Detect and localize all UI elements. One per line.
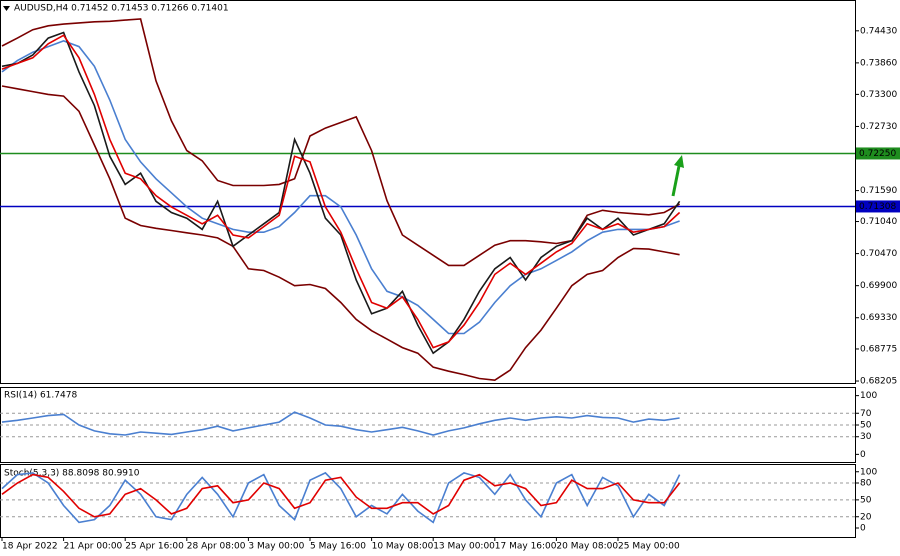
y-tick-label: 0 [860,524,866,534]
x-tick-label: 5 May 16:00 [310,542,366,552]
y-tick-label: 0.72730 [860,122,897,132]
y-tick-label: 50 [860,421,872,431]
x-tick-label: 3 May 00:00 [248,542,304,552]
plot-layers: 18 Apr 2022 21 Apr 00:00 25 Apr 16:00 28 Ap… [0,18,900,552]
y-tick-label: 80 [860,479,872,489]
up-arrow-head [674,155,684,168]
y-tick-label: 100 [860,391,877,401]
x-tick-label: 17 May 16:00 [495,542,557,552]
h-line-label-bg [856,200,900,213]
series-line [1,34,681,349]
y-tick-label: 0.74430 [860,26,897,36]
chart-title: AUDUSD,H4 0.71452 0.71453 0.71266 0.7140… [14,4,229,14]
x-tick-label: 25 May 00:00 [618,542,680,552]
series-line [1,31,681,355]
x-tick-label: 28 Apr 08:00 [187,542,246,552]
y-tick-label: 100 [860,467,877,477]
series-line [1,40,680,335]
x-tick-label: 25 Apr 16:00 [125,542,184,552]
stoch-title: Stoch(5,3,3) 88.8098 80.9910 [4,469,140,479]
menu-arrow[interactable] [3,6,10,11]
y-tick-label: 0.68775 [860,344,897,354]
y-tick-label: 70 [860,409,872,419]
y-tick-label: 0.68205 [860,377,897,387]
y-tick-label: 0.69330 [860,313,897,323]
x-tick-label: 20 May 08:00 [556,542,618,552]
y-tick-label: 0.71590 [860,186,897,196]
y-tick-label: 0.69900 [860,281,897,291]
series-line [1,471,681,524]
y-tick-label: 50 [860,495,872,505]
main-panel [0,0,856,384]
series-line [1,85,680,382]
series-line [1,411,680,436]
series-line [1,473,681,518]
y-tick-label: 0.70470 [860,249,897,259]
h-line-label: 0.72250 [859,149,896,159]
y-tick-label: 0.71040 [860,217,897,227]
stoch-panel [0,464,856,538]
up-arrow [671,165,681,197]
y-tick-label: 0 [860,450,866,460]
y-tick-label: 0.73300 [860,90,897,100]
x-tick-label: 13 May 00:00 [433,542,495,552]
x-tick-label: 21 Apr 00:00 [64,542,123,552]
y-tick-label: 0.73860 [860,58,897,68]
series-line [1,18,680,267]
y-tick-label: 30 [860,432,872,442]
x-tick-label: 18 Apr 2022 [2,542,58,552]
y-tick-label: 20 [860,512,872,522]
rsi-title: RSI(14) 61.7478 [4,391,77,401]
h-line-label-bg [856,147,900,160]
x-tick-label: 10 May 08:00 [372,542,434,552]
h-line-label: 0.71308 [859,202,896,212]
